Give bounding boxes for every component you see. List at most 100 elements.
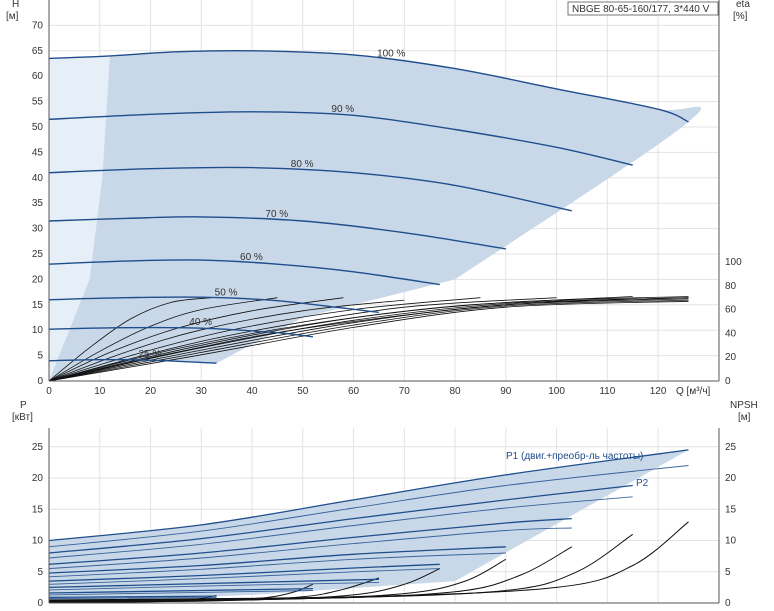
power-npsh-panel: 0 5 10 15 20 25 0 5 10 15 20 25 P [кВт] NPSH [м] P1… [12, 400, 758, 609]
y2-tick-label: 5 [725, 567, 731, 578]
speed-curve-labels: 100 % 90 % 80 % 70 % 60 % 50 % 40 % 25 % [139, 49, 406, 361]
y-tick-label: 65 [32, 46, 44, 57]
x-tick-label: 10 [94, 386, 106, 397]
efficiency-curve [48, 297, 481, 382]
p1-curve [48, 595, 217, 599]
y-axis-label-p: P [20, 400, 27, 411]
p1-curve [48, 563, 440, 582]
y-tick-label: 20 [32, 473, 44, 484]
speed-curve-label: 90 % [331, 104, 354, 115]
p1-curve [48, 484, 633, 554]
x-tick-label: 80 [449, 386, 461, 397]
y-tick-label: 45 [32, 147, 44, 158]
y-tick-label: 55 [32, 97, 44, 108]
y2-axis-label-eta: eta [736, 0, 750, 10]
x-axis-label: Q [м³/ч] [676, 386, 711, 397]
p1-curves [48, 449, 689, 599]
efficiency-curve [48, 299, 689, 382]
speed-curve-label: 60 % [240, 252, 263, 263]
y2-axis-unit-npsh: [м] [738, 412, 751, 423]
speed-curve-label: 80 % [291, 159, 314, 170]
efficiency-curve [48, 297, 212, 382]
p2-curve [48, 568, 440, 585]
y2-axis-label-npsh: NPSH [730, 400, 758, 411]
power-tick-labels: 0 5 10 15 20 25 0 5 10 15 20 25 [32, 442, 737, 609]
y-tick-label: 70 [32, 20, 44, 31]
y-tick-label: 35 [32, 198, 44, 209]
p1-curve [48, 546, 506, 574]
p1-curve [48, 449, 689, 542]
p2-curve [48, 527, 572, 570]
p2-legend-label: P2 [636, 478, 649, 489]
p1-curve [48, 578, 379, 589]
y2-tick-label: 20 [725, 473, 737, 484]
head-axes [48, 0, 720, 382]
efficiency-curve [48, 297, 689, 382]
model-title-box [567, 1, 719, 16]
p1-curve [48, 587, 313, 594]
y-axis-unit-h: [м] [6, 11, 19, 22]
y-tick-label: 50 [32, 122, 44, 133]
speed-curve-label: 25 % [139, 349, 162, 360]
speed-curve [48, 259, 440, 286]
x-tick-label: 120 [650, 386, 667, 397]
x-tick-label: 30 [196, 386, 208, 397]
speed-curve [48, 111, 633, 166]
speed-curves [48, 49, 689, 364]
speed-curve [48, 216, 506, 250]
x-tick-label: 100 [548, 386, 565, 397]
efficiency-curve [48, 297, 344, 382]
y2-tick-label: 0 [725, 598, 731, 609]
chart-title: NBGE 80-65-160/177, 3*440 V [572, 4, 710, 15]
y2-tick-label: 10 [725, 536, 737, 547]
p2-curve [48, 465, 689, 548]
y-axis-label-h: H [12, 0, 19, 10]
y2-tick-label: 0 [725, 376, 731, 387]
power-axes [48, 428, 720, 604]
head-efficiency-panel: 100 % 90 % 80 % 70 % 60 % 50 % 40 % 25 % 0 5 10 15… [6, 0, 750, 397]
speed-curve [48, 49, 689, 123]
p1-curve [48, 517, 572, 565]
x-tick-label: 0 [46, 386, 52, 397]
y2-tick-label: 100 [725, 257, 742, 268]
x-tick-label: 70 [399, 386, 411, 397]
y-tick-label: 5 [37, 567, 43, 578]
operating-region-fill [49, 50, 702, 382]
y2-tick-label: 15 [725, 504, 737, 515]
x-tick-label: 40 [246, 386, 258, 397]
efficiency-curve [48, 297, 557, 382]
x-tick-label: 60 [348, 386, 360, 397]
y-tick-label: 20 [32, 274, 44, 285]
y2-tick-label: 60 [725, 305, 737, 316]
x-tick-label: 90 [500, 386, 512, 397]
y-tick-label: 40 [32, 173, 44, 184]
y-tick-label: 30 [32, 224, 44, 235]
y2-tick-label: 25 [725, 442, 737, 453]
y-tick-label: 15 [32, 504, 44, 515]
x-tick-label: 20 [145, 386, 157, 397]
speed-curve-label: 100 % [377, 49, 405, 60]
efficiency-curve [48, 300, 689, 382]
speed-curve-label: 40 % [189, 317, 212, 328]
head-tick-labels: 0510152025303540455055606570020406080100… [32, 20, 742, 397]
speed-curve [48, 296, 379, 314]
y-axis-unit-p: [кВт] [12, 412, 33, 423]
y-tick-label: 60 [32, 71, 44, 82]
p1-legend-label: P1 (двиг.+преобр-ль частоты) [506, 450, 643, 462]
y-tick-label: 15 [32, 300, 44, 311]
speed-curve [48, 358, 217, 364]
y2-tick-label: 20 [725, 352, 737, 363]
p2-curve [48, 590, 313, 596]
speed-curve-label: 50 % [215, 287, 238, 298]
efficiency-curve [48, 296, 689, 382]
p2-curve [48, 596, 217, 600]
p2-curve [48, 496, 633, 559]
y-tick-label: 0 [37, 376, 43, 387]
x-tick-label: 110 [599, 386, 615, 397]
y-tick-label: 25 [32, 442, 44, 453]
p2-curve [48, 552, 506, 578]
y-tick-label: 25 [32, 249, 44, 260]
y-tick-label: 0 [37, 598, 43, 609]
speed-curve [48, 326, 313, 338]
